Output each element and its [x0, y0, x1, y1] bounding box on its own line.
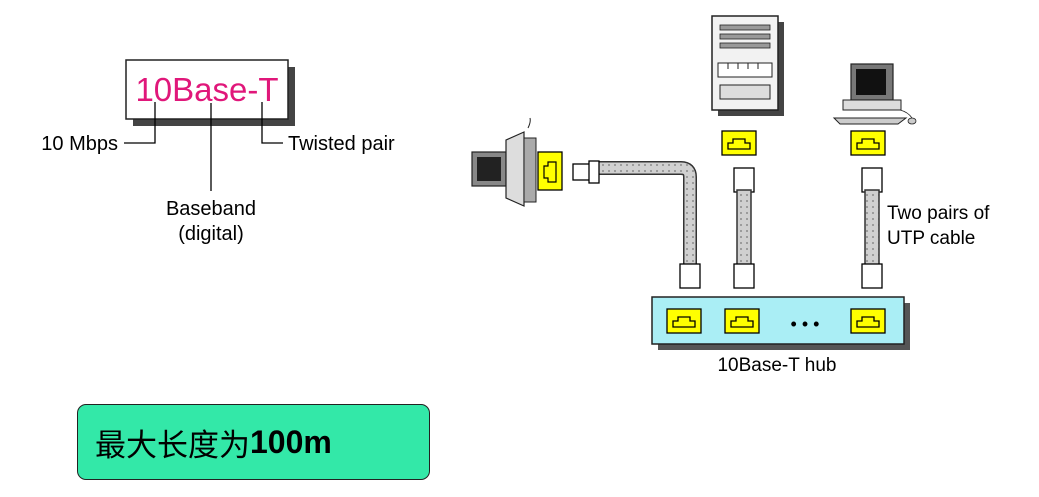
hub-label: 10Base-T hub: [717, 355, 836, 376]
workstation-icon: [832, 63, 917, 156]
server-port: [721, 130, 757, 156]
hub-port-ellipsis: • • •: [791, 314, 820, 334]
rj45-plug: [861, 167, 883, 193]
hub: • • • 10Base-T hub: [651, 296, 910, 376]
medium-label: Twisted pair: [288, 133, 395, 155]
callout-value: 100m: [250, 423, 332, 460]
callout-text: 最大长度为: [95, 427, 250, 464]
hub-port-3: [850, 308, 886, 334]
rj45-plug: [733, 167, 755, 193]
rj45-plug: [733, 263, 755, 289]
rj45-plug: [861, 263, 883, 289]
cable-label-line2: UTP cable: [887, 228, 975, 249]
name-box: [125, 59, 289, 120]
naming-breakdown: 10Base-T 10 Mbps Baseband (digital) Twis…: [41, 59, 395, 245]
rj45-plug: [679, 263, 701, 289]
medium-leader-line: [261, 102, 283, 144]
hub-port-2: [724, 308, 760, 334]
cable-label-line1: Two pairs of: [887, 203, 990, 224]
max-length-callout: 最大长度为 100m: [77, 404, 430, 480]
rate-label: 10 Mbps: [41, 133, 118, 155]
rate-leader-line: [124, 102, 156, 144]
cable-pc-left: [572, 160, 701, 289]
cable-workstation: Two pairs of UTP cable: [861, 167, 990, 289]
signal-label-line1: Baseband: [166, 198, 256, 220]
pc-nic-icon: [471, 117, 563, 207]
server-icon: [711, 15, 784, 156]
name-box-text: 10Base-T: [135, 71, 278, 108]
pc-nic-port: [537, 151, 563, 191]
cable-server: [733, 167, 755, 289]
signal-label-line2: (digital): [178, 223, 244, 245]
hub-port-1: [666, 308, 702, 334]
workstation-port: [850, 130, 886, 156]
